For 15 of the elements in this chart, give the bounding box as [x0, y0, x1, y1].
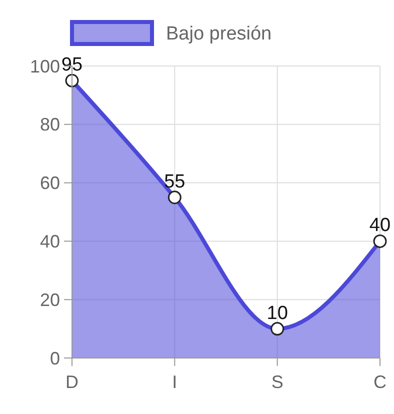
y-tick-label: 100 [30, 56, 60, 76]
y-tick-label: 20 [40, 290, 60, 310]
y-tick-label: 80 [40, 114, 60, 135]
data-label: 95 [61, 54, 83, 76]
x-tick-label: I [172, 372, 178, 392]
y-tick-label: 0 [50, 348, 60, 368]
x-tick-label: C [374, 372, 386, 392]
y-tick-label: 40 [40, 232, 60, 252]
data-label: 55 [164, 171, 186, 192]
legend-label: Bajo presión [166, 24, 272, 45]
x-tick-label: S [271, 372, 284, 392]
data-label: 10 [266, 302, 288, 324]
y-tick-label: 60 [40, 173, 60, 194]
data-label: 40 [369, 215, 391, 236]
x-tick-label: D [66, 372, 78, 392]
